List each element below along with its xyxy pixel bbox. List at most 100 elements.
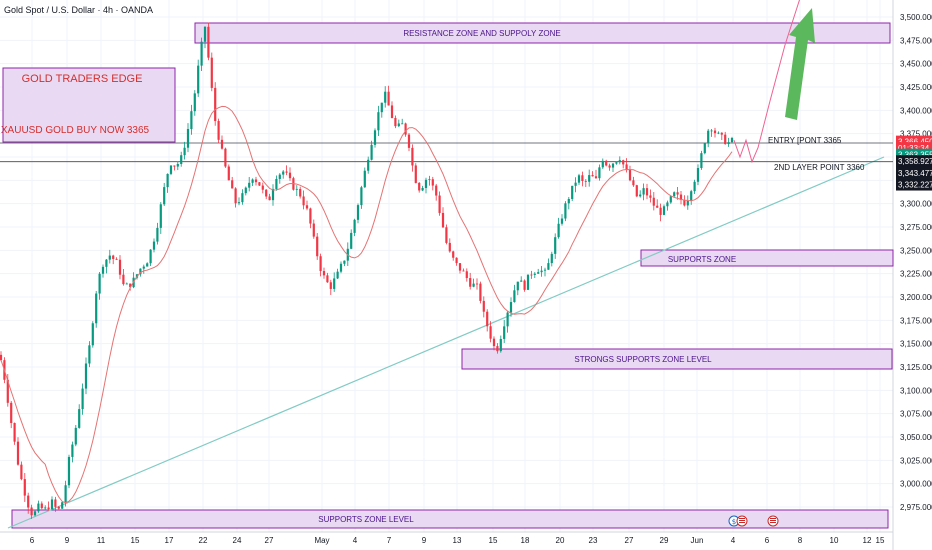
horizontal-price-lines — [0, 142, 893, 163]
brand-box: GOLD TRADERS EDGE XAUUSD GOLD BUY NOW 33… — [1, 67, 176, 143]
candle-body — [649, 195, 652, 198]
candle-body — [370, 144, 373, 160]
candle-body — [489, 326, 492, 339]
candle-body — [156, 227, 159, 242]
candle-body — [227, 166, 230, 181]
x-tick-label: 9 — [422, 536, 427, 545]
trend-line — [7, 156, 885, 529]
candle-body — [404, 123, 407, 135]
candle-body — [492, 338, 496, 347]
y-tick-label: 3,100.000 — [900, 386, 932, 395]
moving-average-line — [0, 105, 733, 504]
candle-body — [615, 162, 618, 164]
candle-body — [183, 147, 186, 156]
candle-body — [550, 253, 553, 264]
candle-body — [639, 194, 642, 197]
candle-body — [57, 506, 60, 509]
candle-body — [271, 188, 275, 201]
candle-body — [163, 187, 166, 205]
candle-body — [333, 278, 336, 289]
candle-body — [645, 188, 649, 196]
y-tick-label: 3,450.000 — [900, 60, 932, 69]
candle-body — [700, 153, 703, 169]
candle-body — [509, 302, 513, 313]
candle-body — [363, 170, 366, 188]
x-tick-label: 17 — [165, 536, 174, 545]
x-tick-label: 4 — [353, 536, 358, 545]
candle-body — [506, 312, 509, 327]
x-tick-label: 6 — [765, 536, 770, 545]
candle-body — [343, 260, 346, 264]
candle-body — [186, 129, 190, 148]
candle-body — [724, 134, 727, 145]
candle-body — [312, 223, 315, 237]
candle-body — [50, 499, 54, 510]
candle-body — [717, 132, 720, 134]
us-flag-icon[interactable] — [736, 515, 748, 527]
candle-body — [220, 139, 224, 149]
us-flag-icon-2[interactable] — [767, 515, 779, 527]
candle-body — [537, 272, 540, 274]
candle-body — [543, 269, 547, 271]
candle-body — [611, 163, 615, 168]
symbol-title: Gold Spot / U.S. Dollar · 4h · OANDA — [4, 5, 154, 15]
candle-body — [10, 402, 13, 423]
candle-body — [469, 278, 472, 287]
candle-body — [666, 202, 669, 207]
x-tick-label: 15 — [876, 536, 885, 545]
candle-body — [231, 180, 234, 189]
candle-body — [356, 205, 360, 220]
x-axis: 6 9 11 15 17 22 24 27 May 4 7 9 13 15 18 20 23 27 29 Jun 4 6 8… — [0, 531, 893, 545]
candle-body — [367, 159, 370, 171]
candle-body — [203, 26, 207, 42]
candle-body — [302, 196, 305, 206]
y-tick-label: 3,375.000 — [900, 130, 932, 139]
candle-body — [214, 87, 217, 122]
candle-body — [74, 427, 77, 445]
candle-body — [129, 283, 132, 288]
x-tick-label: 11 — [97, 536, 106, 545]
candle-body — [625, 164, 628, 170]
candle-body — [438, 195, 441, 213]
candle-body — [445, 227, 448, 243]
candle-body — [305, 205, 309, 209]
candle-body — [441, 212, 445, 228]
y-tick-label: 3,250.000 — [900, 246, 932, 255]
candle-body — [513, 290, 516, 303]
candle-body — [676, 192, 679, 195]
candle-body — [397, 123, 400, 127]
candle-body — [591, 175, 594, 177]
price-tag — [896, 155, 932, 168]
candle-body — [581, 175, 584, 181]
candle-body — [268, 196, 271, 201]
candle-body — [407, 134, 411, 148]
x-tick-label: 22 — [199, 536, 208, 545]
candle-body — [730, 137, 734, 143]
candle-body — [707, 130, 710, 144]
candle-body — [166, 173, 169, 188]
candle-body — [656, 205, 659, 208]
candle-body — [207, 26, 210, 58]
candle-body — [564, 203, 567, 219]
candle-body — [197, 65, 200, 94]
candle-body — [482, 300, 485, 312]
resistance-zone-label: RESISTANCE ZONE AND SUPPOLY ZONE — [403, 29, 560, 38]
y-tick-label: 3,475.000 — [900, 36, 932, 45]
candle-body — [234, 188, 237, 204]
candle-body — [428, 179, 431, 181]
candle-body — [424, 179, 428, 189]
supports-zone-level-label: SUPPORTS ZONE LEVEL — [318, 515, 414, 524]
candle-body — [557, 223, 560, 238]
y-tick-label: 3,175.000 — [900, 316, 932, 325]
strongs-supports-zone-label: STRONGS SUPPORTS ZONE LEVEL — [574, 355, 712, 364]
x-tick-label: 24 — [233, 536, 242, 545]
candle-body — [373, 130, 377, 145]
candle-body — [122, 274, 125, 285]
candle-body — [254, 179, 258, 183]
projection-line — [733, 0, 800, 164]
candle-body — [472, 283, 475, 287]
candle-body — [720, 132, 723, 135]
candle-body — [458, 263, 462, 271]
candle-body — [152, 241, 156, 250]
